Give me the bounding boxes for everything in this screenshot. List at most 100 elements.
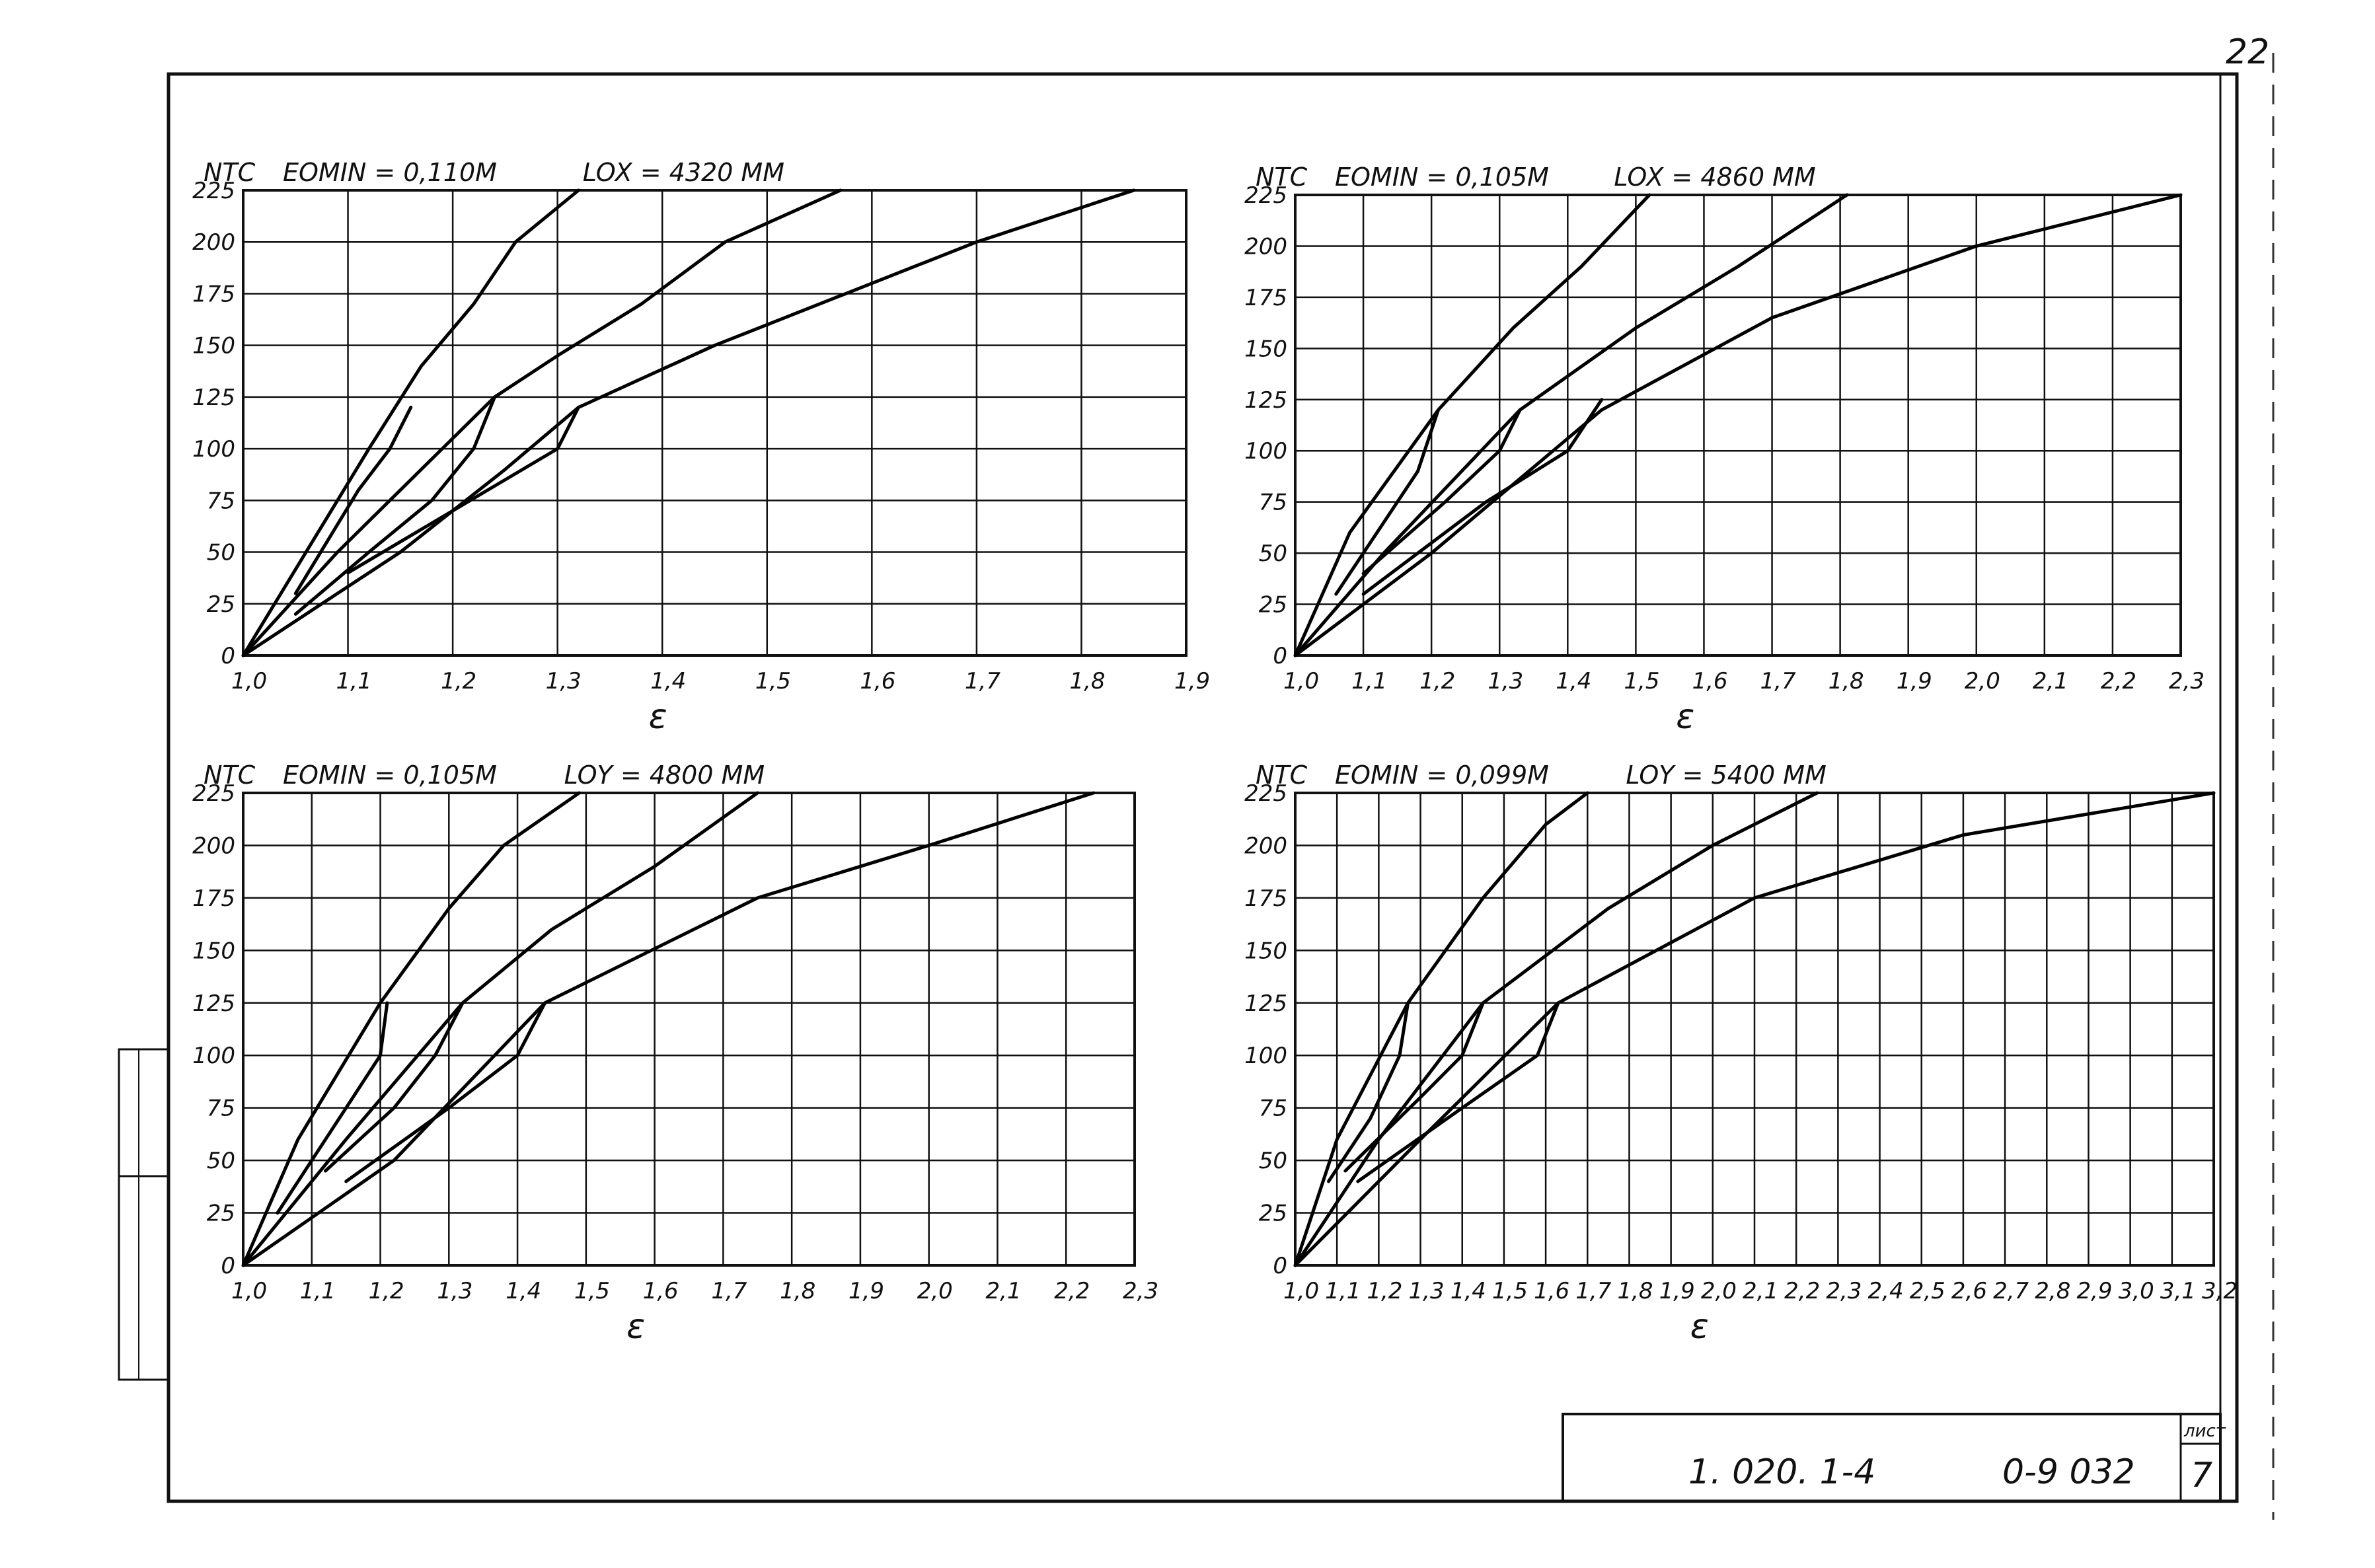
x-tick-label: 1,9	[848, 1278, 884, 1304]
y-tick-label: 25	[207, 591, 235, 618]
param-eomin: EOMIN = 0,105M	[283, 761, 497, 790]
x-tick-label: 1,8	[1828, 668, 1864, 694]
y-axis-label: NTC	[1256, 163, 1308, 192]
y-tick-label: 125	[192, 385, 235, 411]
x-tick-label: 3,0	[2119, 1278, 2154, 1304]
x-tick-label: 1,6	[860, 668, 895, 694]
y-tick-label: 175	[192, 885, 235, 912]
x-tick-label: 2,1	[2033, 668, 2068, 694]
x-tick-label: 2,3	[1826, 1278, 1862, 1304]
y-tick-label: 175	[1244, 285, 1287, 311]
curve-3	[1293, 791, 2216, 1267]
y-tick-label: 0	[1273, 1253, 1287, 1279]
curve-1	[241, 188, 580, 657]
curve-1	[1293, 791, 1589, 1267]
curve-1	[1293, 193, 1651, 657]
x-tick-label: 1,1	[1351, 668, 1387, 694]
y-tick-label: 100	[1244, 438, 1287, 465]
plot-frame	[1294, 194, 2182, 657]
chart-4: 1,0 1,1 1,2 1,3 1,4 1,5 1,6 1,7 1,8 1,9 2,0 2,1 2,2 2…	[1244, 761, 2238, 1347]
y-tick-label: 150	[192, 333, 235, 359]
param-length: LOY = 4800 MM	[564, 761, 765, 790]
x-tick-label: 2,2	[1054, 1278, 1090, 1304]
x-tick-label: 1,2	[441, 668, 476, 694]
x-tick-label: 1,4	[1451, 1278, 1486, 1304]
sheet-frame	[167, 72, 2239, 1503]
curve-4	[276, 1001, 389, 1215]
document-code: 1. 020. 1-4	[1688, 1452, 1875, 1492]
y-axis-label: NTC	[204, 761, 256, 790]
chart-3: 1,0 1,1 1,2 1,3 1,4 1,5 1,6 1,7 1,8 1,9 2,0 2,1 2,2 2…	[192, 761, 1158, 1347]
x-tick-label: 1,0	[1283, 1278, 1319, 1304]
x-tick-label: 3,2	[2202, 1278, 2238, 1304]
y-tick-label: 200	[192, 229, 235, 256]
curve-3	[241, 188, 1136, 657]
curve-4	[1334, 408, 1440, 596]
x-tick-label: 1,7	[1575, 1278, 1611, 1304]
param-eomin: EOMIN = 0,099M	[1335, 761, 1549, 790]
x-tick-label: 2,0	[1965, 668, 2000, 694]
x-tick-label: 1,4	[1556, 668, 1591, 694]
y-tick-label: 150	[1244, 938, 1287, 964]
curve-2	[1293, 791, 1819, 1267]
x-tick-label: 2,1	[985, 1278, 1021, 1304]
x-tick-label: 1,7	[1760, 668, 1796, 694]
y-tick-label: 50	[1259, 541, 1287, 567]
curve-2	[241, 188, 843, 657]
x-tick-label: 2,2	[1784, 1278, 1820, 1304]
x-tick-label: 2,0	[917, 1278, 953, 1304]
x-tick-label: 2,2	[2101, 668, 2136, 694]
y-tick-label: 0	[221, 643, 235, 669]
curve-6	[346, 406, 580, 575]
archive-stamp-strip	[118, 1048, 170, 1381]
y-tick-label: 0	[221, 1253, 235, 1279]
param-length: LOX = 4860 MM	[1614, 163, 1815, 192]
x-tick-label: 1,1	[1325, 1278, 1361, 1304]
x-tick-label: 1,8	[780, 1278, 815, 1304]
x-tick-label: 1,6	[643, 1278, 679, 1304]
curve-4	[293, 406, 413, 595]
param-length: LOX = 4320 MM	[583, 158, 784, 187]
y-tick-label: 225	[192, 780, 235, 807]
y-tick-label: 75	[207, 488, 235, 514]
curve-3	[1293, 193, 2183, 657]
x-tick-label: 1,4	[650, 668, 686, 694]
sheet-label: лист	[2183, 1421, 2226, 1441]
x-axis-label: ɛ	[1676, 697, 1694, 737]
y-tick-label: 175	[1244, 885, 1287, 912]
x-tick-label: 1,6	[1534, 1278, 1569, 1304]
x-tick-label: 1,0	[1283, 668, 1319, 694]
y-tick-label: 0	[1273, 643, 1287, 669]
y-tick-label: 175	[192, 281, 235, 307]
x-tick-label: 2,0	[1701, 1278, 1737, 1304]
chart-2: 1,0 1,1 1,2 1,3 1,4 1,5 1,6 1,7 1,8 1,9 2,0 2,1 2,2 2…	[1244, 163, 2205, 737]
plot-frame	[242, 792, 1136, 1267]
y-tick-label: 75	[1259, 490, 1287, 516]
curve-3	[241, 791, 1096, 1267]
x-tick-label: 1,1	[300, 1278, 336, 1304]
y-tick-label: 200	[1244, 233, 1287, 260]
y-tick-label: 150	[192, 938, 235, 964]
y-tick-label: 100	[192, 1043, 235, 1069]
x-tick-label: 1,6	[1692, 668, 1727, 694]
x-axis-label: ɛ	[1690, 1307, 1709, 1347]
plot-frame	[1294, 792, 2215, 1267]
param-eomin: EOMIN = 0,110M	[283, 158, 497, 187]
x-tick-label: 2,8	[2035, 1278, 2070, 1304]
curve-5	[1361, 408, 1522, 576]
curve-5	[324, 1001, 465, 1173]
y-axis-label: NTC	[1256, 761, 1308, 790]
x-tick-label: 1,5	[1624, 668, 1659, 694]
y-tick-label: 200	[1244, 833, 1287, 859]
curve-6	[344, 1001, 547, 1183]
y-tick-label: 225	[1244, 780, 1287, 807]
x-tick-label: 1,3	[1488, 668, 1523, 694]
x-tick-label: 1,0	[231, 1278, 267, 1304]
y-tick-label: 125	[1244, 990, 1287, 1017]
curve-6	[1356, 1001, 1560, 1183]
x-tick-label: 2,6	[1951, 1278, 1987, 1304]
y-tick-label: 50	[207, 1148, 235, 1174]
charts-layer: 1,0 1,1 1,2 1,3 1,4 1,5 1,6 1,7 1,8 1,90255075100…	[192, 158, 2238, 1347]
sheet-number: 7	[2191, 1456, 2212, 1495]
